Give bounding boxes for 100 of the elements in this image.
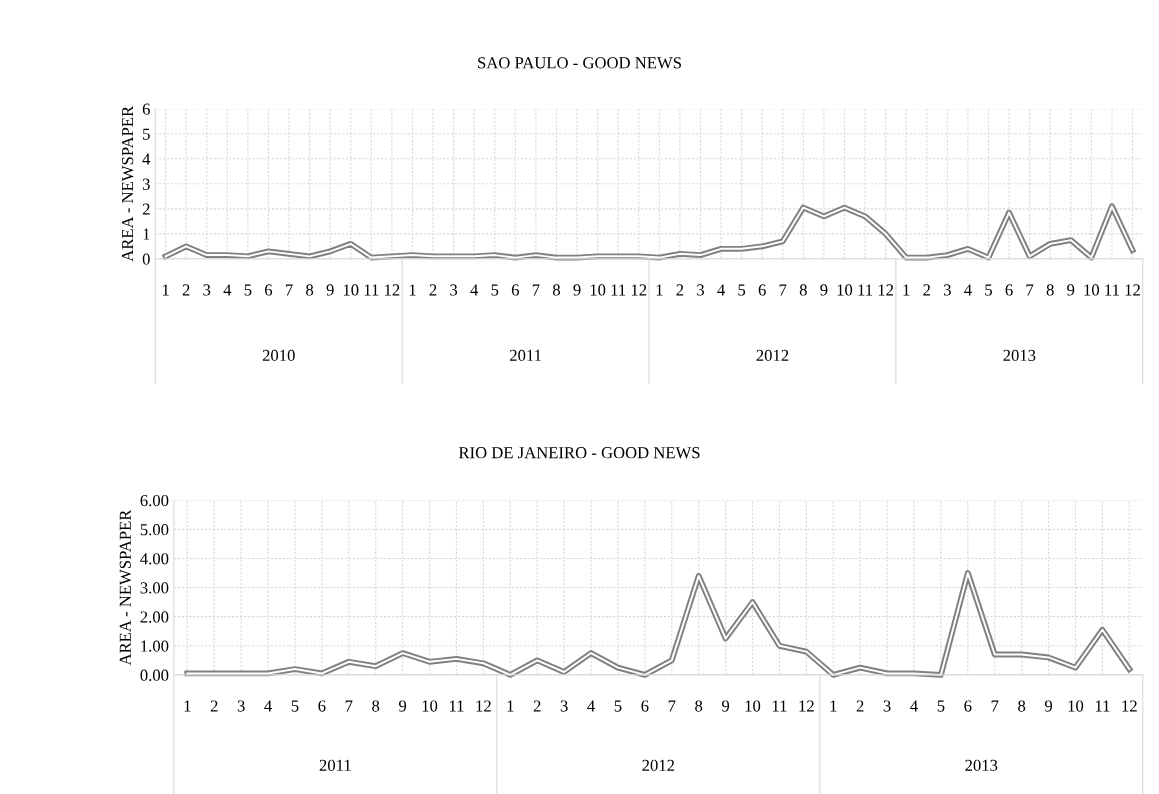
y-tick-label: 5.00	[140, 524, 169, 536]
x-tick-label: 7	[668, 700, 676, 712]
x-tick-label: 4	[964, 284, 972, 296]
x-tick-label: 10	[745, 700, 761, 712]
x-tick-label: 3	[450, 284, 458, 296]
y-tick-label: 5	[143, 128, 150, 140]
x-tick-label: 10	[837, 284, 853, 296]
x-tick-label: 3	[943, 284, 951, 296]
x-tick-label: 7	[532, 284, 540, 296]
x-tick-label: 6	[1005, 284, 1013, 296]
chart-title: SAO PAULO - GOOD NEWS	[478, 57, 681, 69]
x-tick-label: 9	[398, 700, 407, 712]
y-axis-title: AREA - NEWSPAPER	[121, 105, 134, 262]
y-tick-label: 4.00	[140, 553, 169, 565]
x-tick-label: 3	[237, 700, 245, 712]
x-tick-label: 12	[799, 700, 814, 712]
x-tick-label: 2	[856, 700, 864, 712]
x-tick-label: 4	[717, 284, 725, 296]
x-tick-label: 9	[573, 284, 581, 296]
x-tick-label: 6	[641, 700, 649, 712]
y-tick-label: 3	[142, 178, 150, 190]
x-tick-label: 8	[306, 284, 314, 296]
x-tick-label: 3	[203, 284, 211, 296]
x-tick-label: 12	[631, 284, 647, 296]
x-tick-label: 5	[291, 700, 299, 712]
x-tick-label: 2	[676, 284, 684, 296]
x-tick-label: 1	[903, 284, 910, 296]
text: 2012	[756, 349, 789, 362]
x-tick-label: 1	[830, 700, 837, 712]
x-tick-label: 2	[210, 700, 218, 712]
x-tick-label: 10	[590, 284, 606, 296]
text: 2013	[965, 759, 998, 771]
x-tick-label: 5	[491, 284, 499, 296]
y-tick-label: 0.00	[140, 669, 169, 681]
x-tick-label: 12	[1125, 284, 1140, 296]
x-tick-label: 8	[1046, 284, 1054, 296]
x-tick-label: 8	[695, 700, 703, 712]
y-tick-label: 2.00	[140, 611, 169, 623]
x-tick-label: 11	[1105, 284, 1119, 296]
x-tick-label: 8	[372, 700, 380, 712]
x-tick-label: 2	[182, 284, 190, 296]
x-tick-label: 4	[910, 700, 918, 712]
y-axis-title: AREA - NEWSPAPER	[119, 509, 131, 666]
y-tick-label: 6.00	[140, 494, 169, 507]
x-tick-label: 11	[772, 700, 787, 712]
x-tick-label: 11	[611, 284, 626, 296]
x-tick-label: 12	[385, 284, 400, 296]
x-tick-label: 6	[758, 284, 766, 296]
x-tick-label: 2	[533, 700, 541, 712]
x-tick-label: 10	[1084, 284, 1100, 296]
x-tick-label: 7	[991, 700, 999, 712]
x-tick-label: 4	[264, 700, 272, 712]
x-tick-label: 6	[318, 700, 326, 712]
x-tick-label: 1	[507, 700, 514, 712]
x-tick-label: 9	[1044, 700, 1053, 712]
x-tick-label: 12	[476, 700, 491, 712]
x-tick-label: 3	[883, 700, 891, 712]
x-tick-label: 9	[1067, 284, 1075, 296]
x-tick-label: 5	[244, 284, 252, 296]
y-tick-label: 0	[142, 253, 150, 265]
y-tick-label: 3.00	[140, 582, 169, 594]
x-tick-label: 1	[656, 284, 663, 296]
x-tick-label: 10	[422, 700, 438, 712]
x-tick-label: 4	[470, 284, 479, 296]
x-tick-label: 10	[1068, 700, 1084, 712]
x-tick-label: 6	[511, 284, 519, 296]
x-tick-label: 11	[449, 700, 464, 712]
x-tick-label: 6	[964, 700, 972, 712]
x-tick-label: 11	[1095, 700, 1110, 712]
x-tick-label: 7	[285, 284, 293, 296]
text: 2011	[319, 759, 351, 771]
x-tick-label: 8	[799, 284, 807, 296]
x-tick-label: 6	[265, 284, 273, 296]
x-tick-label: 9	[820, 284, 828, 296]
y-tick-label: 1.00	[141, 640, 169, 652]
x-tick-label: 3	[697, 284, 704, 296]
x-tick-label: 5	[985, 284, 992, 296]
x-tick-label: 5	[614, 700, 622, 712]
text: 2012	[642, 759, 675, 771]
y-tick-label: 4	[142, 153, 151, 165]
y-tick-label: 2	[142, 203, 150, 215]
x-tick-label: 9	[326, 284, 334, 296]
x-tick-label: 10	[343, 284, 359, 296]
y-tick-label: 6	[142, 103, 150, 115]
x-tick-label: 11	[364, 284, 379, 296]
x-tick-label: 7	[345, 700, 353, 712]
x-tick-label: 1	[184, 700, 191, 712]
y-tick-label: 1	[143, 228, 150, 240]
chart-title: RIO DE JANEIRO - GOOD NEWS	[458, 447, 700, 459]
x-tick-label: 3	[560, 700, 568, 712]
x-tick-label: 2	[429, 284, 437, 296]
x-tick-label: 7	[779, 284, 787, 296]
x-tick-label: 1	[409, 284, 416, 296]
x-tick-label: 7	[1026, 284, 1034, 296]
x-tick-label: 4	[223, 284, 232, 296]
x-tick-label: 12	[1122, 700, 1137, 712]
text: 2011	[509, 349, 541, 362]
x-tick-label: 5	[738, 284, 746, 296]
x-tick-label: 8	[1018, 700, 1026, 712]
text: 2013	[1003, 349, 1036, 362]
